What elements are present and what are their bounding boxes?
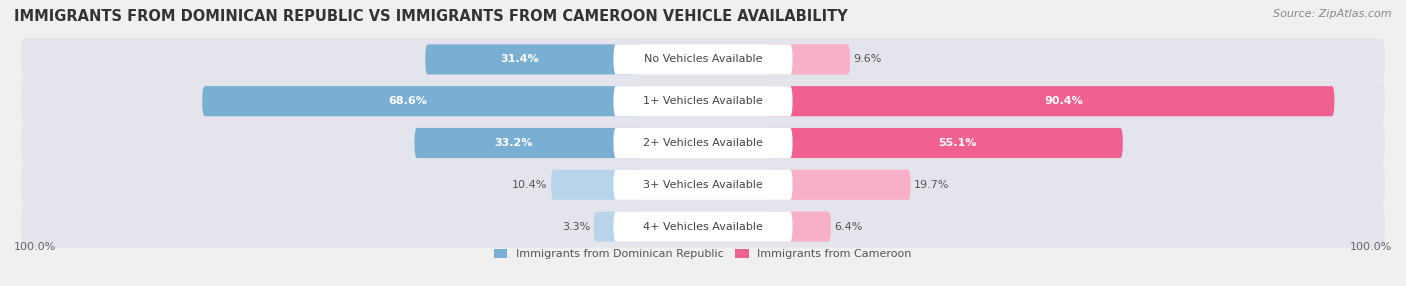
FancyBboxPatch shape [21, 80, 1385, 122]
Text: 10.4%: 10.4% [512, 180, 548, 190]
Text: 90.4%: 90.4% [1045, 96, 1083, 106]
FancyBboxPatch shape [766, 128, 1123, 158]
FancyBboxPatch shape [593, 212, 640, 242]
Text: 33.2%: 33.2% [495, 138, 533, 148]
Text: 9.6%: 9.6% [853, 54, 882, 64]
Text: No Vehicles Available: No Vehicles Available [644, 54, 762, 64]
FancyBboxPatch shape [613, 86, 793, 116]
FancyBboxPatch shape [766, 44, 851, 74]
FancyBboxPatch shape [613, 128, 793, 158]
FancyBboxPatch shape [21, 39, 1385, 80]
Text: 100.0%: 100.0% [14, 242, 56, 252]
FancyBboxPatch shape [202, 86, 640, 116]
Text: 2+ Vehicles Available: 2+ Vehicles Available [643, 138, 763, 148]
FancyBboxPatch shape [21, 122, 1385, 164]
FancyBboxPatch shape [766, 170, 911, 200]
FancyBboxPatch shape [415, 128, 640, 158]
Text: 3.3%: 3.3% [562, 222, 591, 232]
FancyBboxPatch shape [551, 170, 640, 200]
FancyBboxPatch shape [613, 212, 793, 242]
Legend: Immigrants from Dominican Republic, Immigrants from Cameroon: Immigrants from Dominican Republic, Immi… [489, 244, 917, 263]
FancyBboxPatch shape [21, 164, 1385, 206]
FancyBboxPatch shape [613, 170, 793, 200]
Text: 68.6%: 68.6% [388, 96, 427, 106]
Text: 1+ Vehicles Available: 1+ Vehicles Available [643, 96, 763, 106]
Text: 55.1%: 55.1% [938, 138, 977, 148]
Text: 19.7%: 19.7% [914, 180, 949, 190]
FancyBboxPatch shape [766, 212, 831, 242]
FancyBboxPatch shape [425, 44, 640, 74]
Text: 3+ Vehicles Available: 3+ Vehicles Available [643, 180, 763, 190]
FancyBboxPatch shape [766, 86, 1334, 116]
Text: 4+ Vehicles Available: 4+ Vehicles Available [643, 222, 763, 232]
Text: 100.0%: 100.0% [1350, 242, 1392, 252]
FancyBboxPatch shape [21, 206, 1385, 247]
FancyBboxPatch shape [613, 44, 793, 74]
Text: 6.4%: 6.4% [834, 222, 863, 232]
Text: IMMIGRANTS FROM DOMINICAN REPUBLIC VS IMMIGRANTS FROM CAMEROON VEHICLE AVAILABIL: IMMIGRANTS FROM DOMINICAN REPUBLIC VS IM… [14, 9, 848, 23]
Text: Source: ZipAtlas.com: Source: ZipAtlas.com [1274, 9, 1392, 19]
Text: 31.4%: 31.4% [501, 54, 538, 64]
